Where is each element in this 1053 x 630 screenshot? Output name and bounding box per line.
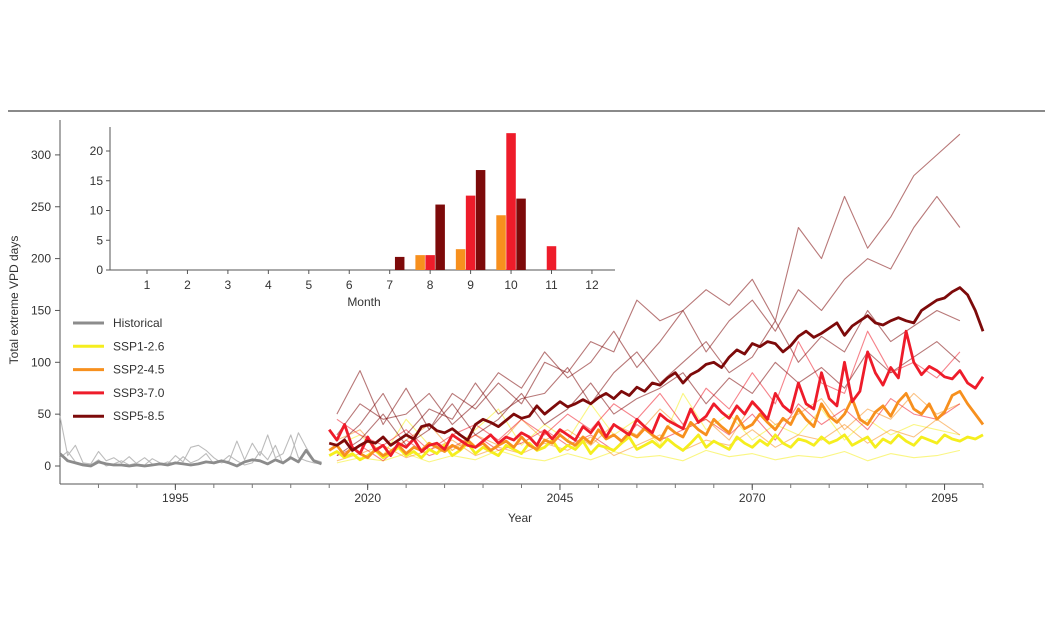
historical-member-line-1 bbox=[59, 416, 322, 466]
bar-ssp2-4-5-month-8 bbox=[415, 255, 425, 270]
ssp3-7-0-mean-line bbox=[328, 329, 985, 457]
inset-y-tick-label: 20 bbox=[90, 144, 104, 158]
legend: Historical SSP1-2.6 SSP2-4.5 SSP3-7.0 SSP5-8… bbox=[73, 316, 165, 423]
inset-x-tick-label: 9 bbox=[467, 278, 474, 292]
inset-x-tick-label: 8 bbox=[427, 278, 434, 292]
inset-x-tick-label: 10 bbox=[504, 278, 518, 292]
inset-background bbox=[62, 118, 622, 314]
bar-ssp3-7-0-month-10 bbox=[506, 133, 516, 270]
ssp3-7-0-member-line-1 bbox=[336, 330, 961, 451]
legend-label-ssp3-7-0: SSP3-7.0 bbox=[113, 386, 165, 400]
y-tick-label: 100 bbox=[31, 355, 51, 369]
y-tick-label: 150 bbox=[31, 303, 51, 317]
inset-x-tick-label: 1 bbox=[144, 278, 151, 292]
legend-label-ssp5-8-5: SSP5-8.5 bbox=[113, 409, 165, 423]
x-tick-label: 2095 bbox=[931, 491, 958, 505]
x-tick-label: 2045 bbox=[547, 491, 574, 505]
bar-ssp5-8-5-month-10 bbox=[516, 198, 526, 270]
inset-x-tick-label: 6 bbox=[346, 278, 353, 292]
bar-ssp2-4-5-month-9 bbox=[455, 249, 466, 270]
bar-ssp2-4-5-month-10 bbox=[496, 215, 506, 270]
ssp1-2-6-member-line-2 bbox=[336, 449, 961, 464]
inset-x-axis-label: Month bbox=[347, 295, 380, 309]
inset-x-tick-label: 3 bbox=[225, 278, 232, 292]
x-tick-label: 2070 bbox=[739, 491, 766, 505]
legend-label-historical: Historical bbox=[113, 316, 162, 330]
historical-mean-line bbox=[59, 449, 323, 468]
ssp1-2-6-mean-line bbox=[328, 433, 984, 462]
bar-ssp3-7-0-month-8 bbox=[425, 255, 435, 270]
inset-y-tick-label: 5 bbox=[96, 233, 103, 247]
ssp5-8-5-member-line-3 bbox=[336, 309, 961, 446]
inset-x-tick-label: 5 bbox=[305, 278, 312, 292]
bar-ssp5-8-5-month-9 bbox=[475, 170, 486, 270]
inset-x-tick-label: 7 bbox=[386, 278, 393, 292]
ssp5-8-5-member-line-1 bbox=[336, 133, 961, 431]
ssp5-8-5-mean-line bbox=[328, 286, 985, 452]
bar-ssp5-8-5-month-7 bbox=[394, 256, 405, 270]
x-tick-label: 1995 bbox=[162, 491, 189, 505]
ssp5-8-5-member-line-4 bbox=[336, 341, 961, 457]
inset-x-tick-label: 2 bbox=[184, 278, 191, 292]
inset-y-tick-label: 10 bbox=[90, 204, 104, 218]
bar-ssp5-8-5-month-8 bbox=[435, 204, 445, 270]
ssp2-4-5-mean-line bbox=[328, 389, 985, 460]
y-tick-label: 250 bbox=[31, 200, 51, 214]
inset-x-tick-label: 4 bbox=[265, 278, 272, 292]
y-axis-label: Total extreme VPD days bbox=[7, 236, 21, 365]
y-tick-label: 300 bbox=[31, 148, 51, 162]
inset-x-tick-label: 11 bbox=[545, 278, 558, 292]
inset-y-tick-label: 15 bbox=[90, 174, 104, 188]
ssp5-8-5-member-line-2 bbox=[336, 195, 961, 436]
y-tick-label: 0 bbox=[44, 459, 51, 473]
bar-ssp3-7-0-month-9 bbox=[465, 195, 476, 270]
inset-x-tick-label: 12 bbox=[585, 278, 599, 292]
bar-ssp3-7-0-month-11 bbox=[546, 246, 557, 270]
x-axis-label: Year bbox=[508, 511, 532, 525]
x-tick-label: 2020 bbox=[354, 491, 381, 505]
legend-label-ssp2-4-5: SSP2-4.5 bbox=[113, 363, 165, 377]
y-tick-label: 200 bbox=[31, 252, 51, 266]
inset-y-tick-label: 0 bbox=[96, 263, 103, 277]
y-tick-label: 50 bbox=[38, 407, 52, 421]
legend-label-ssp1-2-6: SSP1-2.6 bbox=[113, 339, 165, 353]
